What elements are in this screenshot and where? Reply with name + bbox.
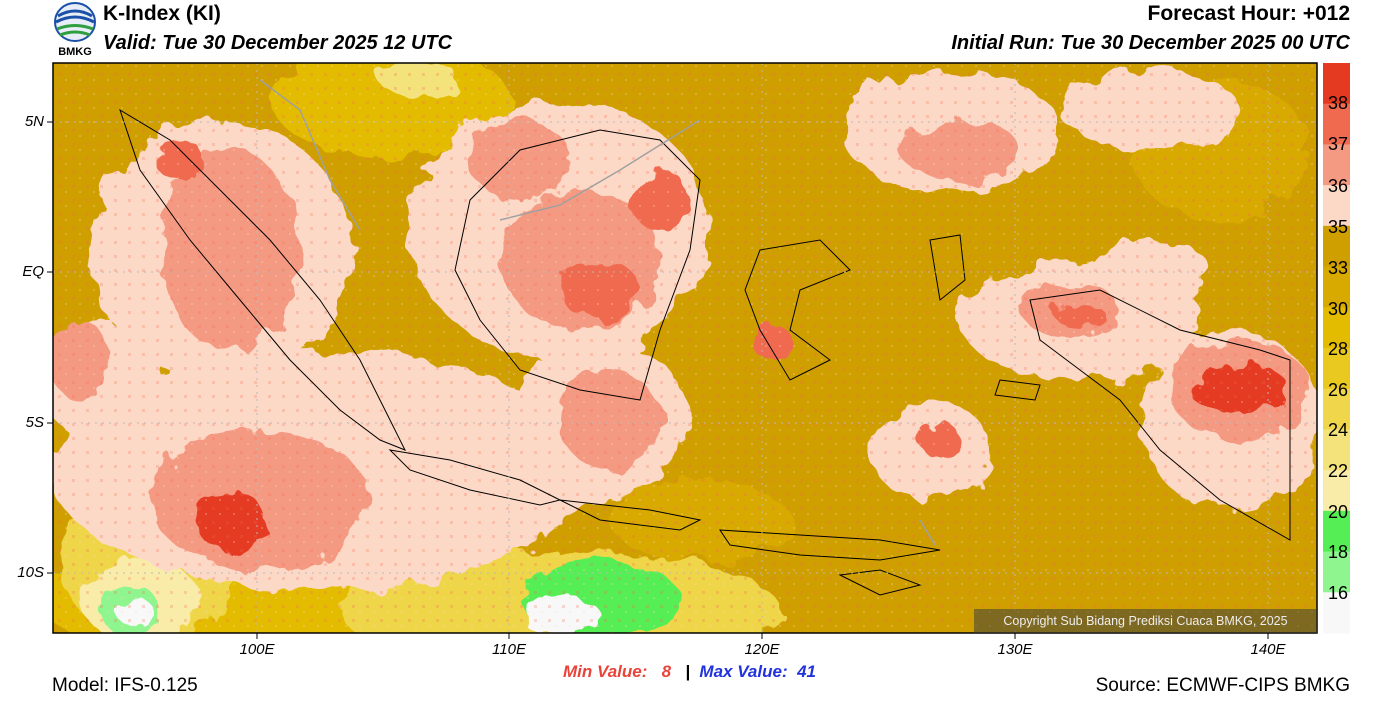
colorbar-label: 38 — [1328, 93, 1349, 113]
colorbar — [1323, 63, 1350, 634]
lat-label-5s: 5S — [25, 414, 44, 431]
colorbar-swatch — [1323, 307, 1350, 349]
colorbar-swatch — [1323, 348, 1350, 390]
colorbar-swatch — [1323, 103, 1350, 145]
bmkg-logo-text: BMKG — [58, 46, 92, 58]
colorbar-label: 24 — [1328, 420, 1349, 440]
bmkg-logo — [54, 2, 96, 42]
colorbar-label: 36 — [1328, 176, 1349, 196]
map-field — [53, 63, 1317, 633]
colorbar-swatch — [1323, 470, 1350, 512]
colorbar-label: 37 — [1328, 134, 1349, 154]
min-max-values: Min Value: 8 | Max Value: 41 — [563, 662, 816, 682]
colorbar-swatch — [1323, 144, 1350, 186]
chart-title: K-Index (KI) — [103, 2, 221, 25]
min-label: Min Value: — [563, 662, 648, 681]
lon-label-100e: 100E — [239, 641, 275, 658]
source-info: Source: ECMWF-CIPS BMKG — [1095, 675, 1350, 696]
colorbar-swatch — [1323, 388, 1350, 430]
model-info: Model: IFS-0.125 — [52, 675, 198, 696]
lon-label-130e: 130E — [997, 641, 1033, 658]
lat-label-10s: 10S — [17, 564, 44, 581]
max-value: 41 — [797, 662, 816, 681]
colorbar-swatch — [1323, 266, 1350, 308]
colorbar-label: 33 — [1328, 258, 1349, 278]
map-frame — [52, 62, 1318, 634]
separator: | — [685, 662, 690, 681]
colorbar-label: 26 — [1328, 380, 1349, 400]
colorbar-label: 18 — [1328, 542, 1349, 562]
colorbar-label: 20 — [1328, 502, 1349, 522]
colorbar-swatch — [1323, 592, 1350, 634]
colorbar-label: 28 — [1328, 339, 1349, 359]
coastlines — [119, 108, 1291, 596]
copyright-note: Copyright Sub Bidang Prediksi Cuaca BMKG… — [974, 609, 1317, 633]
min-value: 8 — [661, 662, 672, 681]
colorbar-label: 35 — [1328, 217, 1349, 237]
colorbar-swatch — [1323, 63, 1350, 105]
lon-label-120e: 120E — [744, 641, 780, 658]
country-borders — [259, 79, 936, 546]
forecast-hour: Forecast Hour: +012 — [1147, 2, 1351, 25]
lon-label-140e: 140E — [1250, 641, 1286, 658]
gridlines — [53, 63, 1317, 633]
colorbar-label: 30 — [1328, 299, 1349, 319]
lon-label-110e: 110E — [492, 641, 526, 658]
colorbar-swatch — [1323, 429, 1350, 471]
axis-ticks — [47, 121, 1269, 639]
lat-label-5n: 5N — [24, 113, 44, 130]
valid-time: Valid: Tue 30 December 2025 12 UTC — [103, 32, 453, 54]
colorbar-swatch — [1323, 510, 1350, 553]
lat-label-eq: EQ — [22, 263, 44, 280]
initial-run: Initial Run: Tue 30 December 2025 00 UTC — [951, 32, 1350, 54]
colorbar-swatch — [1323, 225, 1350, 268]
colorbar-label: 22 — [1328, 461, 1349, 481]
colorbar-swatch — [1323, 185, 1350, 227]
max-label: Max Value: — [699, 662, 788, 681]
colorbar-label: 16 — [1328, 583, 1349, 603]
colorbar-swatch — [1323, 551, 1350, 593]
